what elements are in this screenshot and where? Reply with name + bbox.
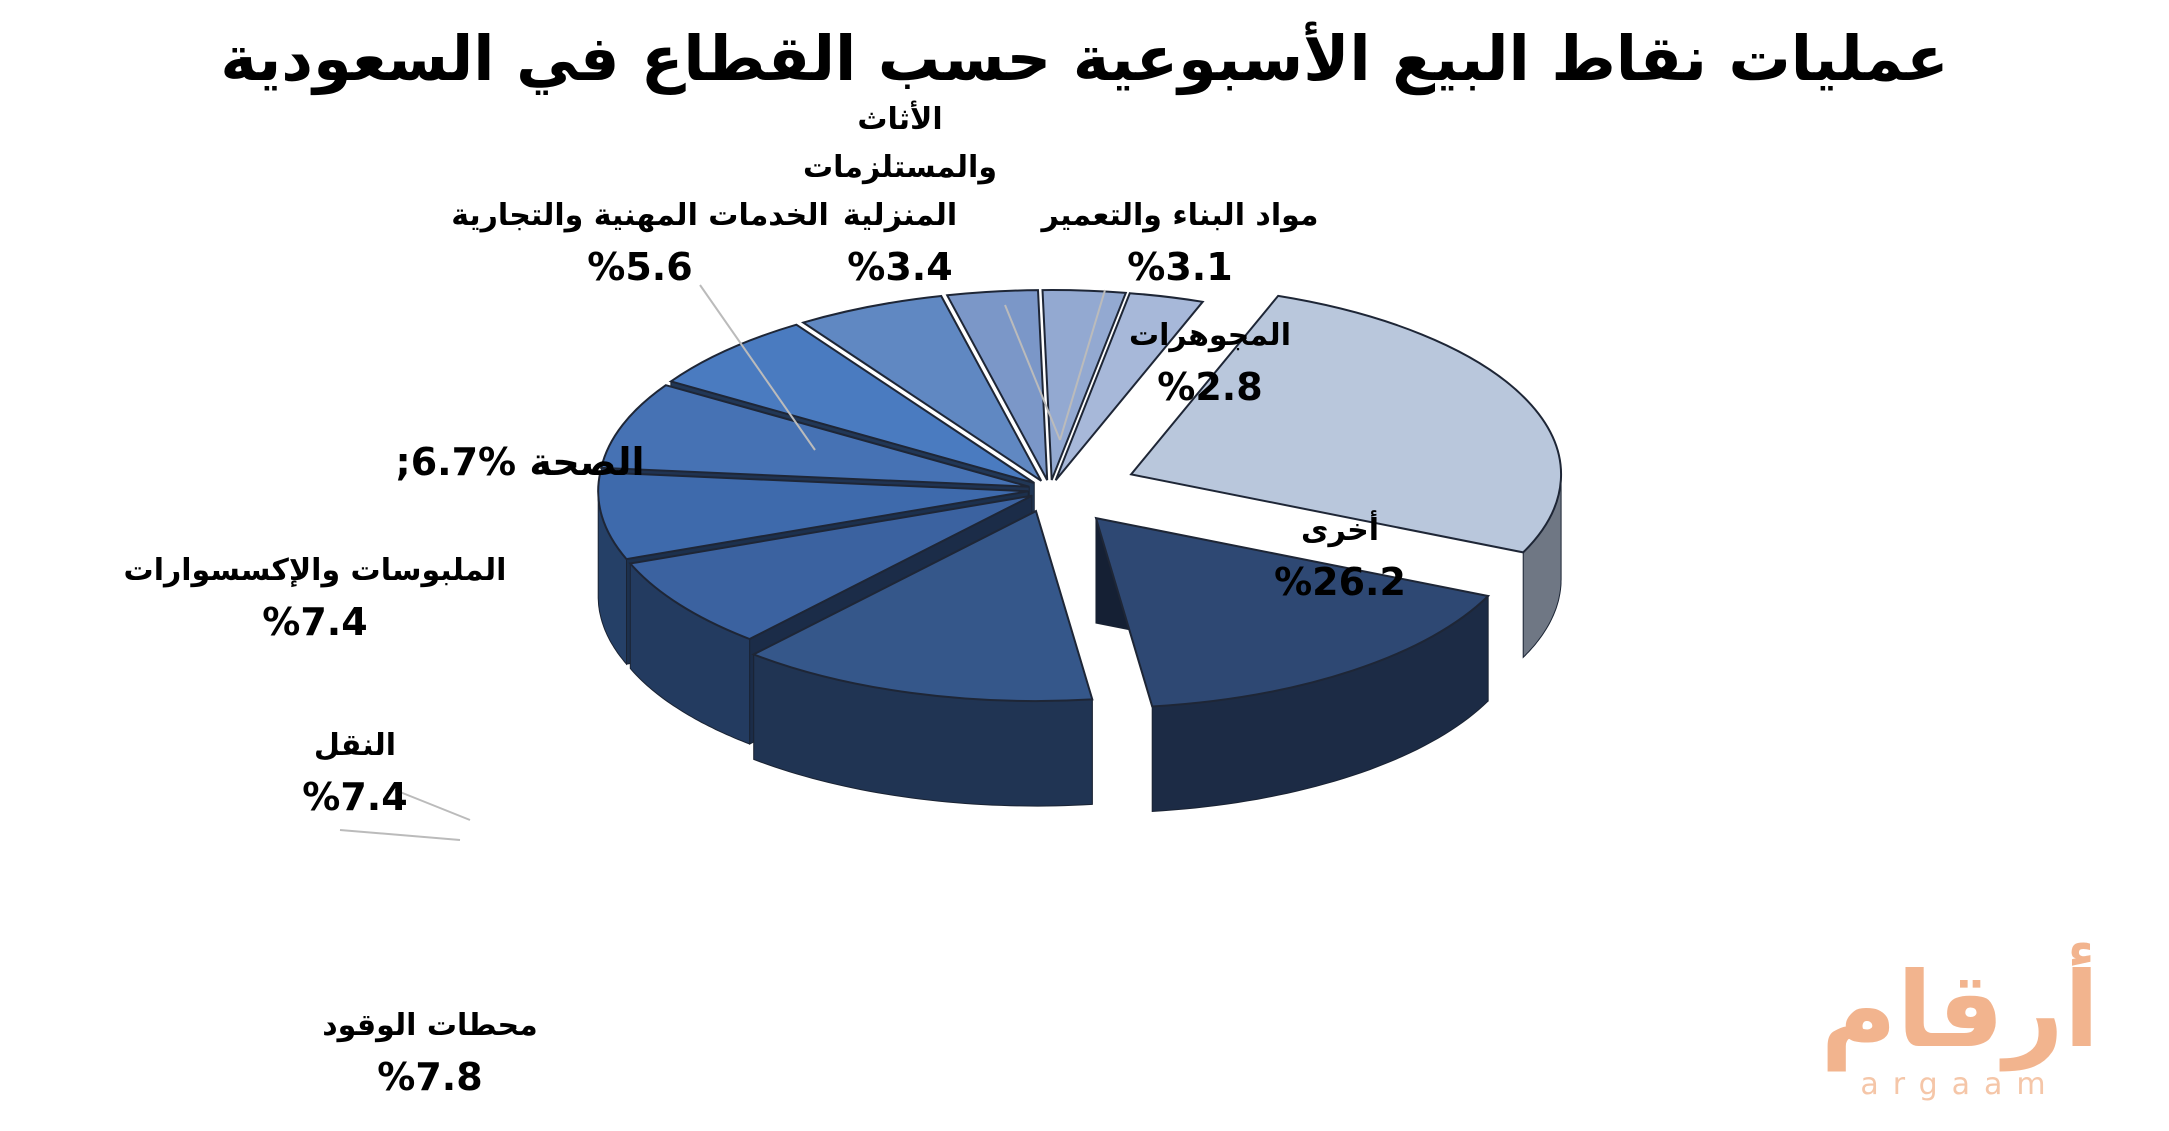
slice-top-6 bbox=[668, 323, 1035, 484]
slice-value-7: %5.6 bbox=[587, 245, 692, 289]
slice-value-9: %3.1 bbox=[1127, 245, 1232, 289]
chart-title: عمليات نقاط البيع الأسبوعية حسب القطاع ف… bbox=[220, 22, 1949, 95]
slice-name-1: الأطعمة والمشروبات bbox=[1196, 801, 1503, 838]
leader-line-9 bbox=[1059, 289, 1106, 441]
slice-name-0: أخرى bbox=[1301, 510, 1379, 548]
leader-line-7 bbox=[699, 284, 816, 451]
slice-label-4: النقل %7.4 bbox=[302, 728, 407, 819]
slice-value-0: %26.2 bbox=[1274, 560, 1406, 604]
slice-top-9 bbox=[1041, 289, 1128, 481]
slice-value-5: %7.4 bbox=[262, 600, 367, 644]
pie-top-layer bbox=[597, 289, 1562, 708]
slice-label-text-6: الصحة %6.7; bbox=[395, 440, 644, 484]
slice-top-7 bbox=[800, 294, 1043, 482]
slice-value-10: %2.8 bbox=[1157, 365, 1262, 409]
slice-top-1 bbox=[1094, 516, 1491, 708]
slice-name-7: الخدمات المهنية والتجارية bbox=[451, 198, 829, 233]
slice-name-5: الملبوسات والإكسسوارات bbox=[124, 553, 507, 588]
slice-label-3: محطات الوقود %7.8 bbox=[322, 1008, 537, 1099]
logo-latin-text: argaam bbox=[1860, 1067, 2060, 1102]
slice-label-2: المطاعم والمقاهي %13.5 bbox=[810, 863, 1091, 954]
slice-label-9: مواد البناء والتعمير %3.1 bbox=[1040, 198, 1319, 289]
slice-top-3 bbox=[628, 494, 1033, 641]
leader-line-3 bbox=[339, 829, 461, 841]
slice-name-8: المنزلية bbox=[843, 198, 957, 233]
leader-line-8 bbox=[1004, 304, 1061, 441]
slice-name-8: والمستلزمات bbox=[803, 150, 997, 185]
slice-label-10: المجوهرات %2.8 bbox=[1129, 318, 1291, 409]
slice-label-1: الأطعمة والمشروبات %16.2 bbox=[1196, 801, 1503, 894]
slice-value-3: %7.8 bbox=[377, 1055, 482, 1099]
slice-top-10 bbox=[1054, 292, 1205, 481]
slice-name-10: المجوهرات bbox=[1129, 318, 1291, 353]
slice-label-7: الخدمات المهنية والتجارية %5.6 bbox=[451, 198, 829, 289]
slice-name-2: المطاعم والمقاهي bbox=[810, 863, 1091, 898]
slice-name-3: محطات الوقود bbox=[322, 1008, 537, 1043]
slice-value-8: %3.4 bbox=[847, 245, 952, 289]
slice-top-8 bbox=[945, 289, 1049, 481]
slice-value-2: %13.5 bbox=[884, 910, 1016, 954]
slice-top-2 bbox=[751, 509, 1094, 703]
leader-line-4 bbox=[394, 789, 471, 821]
slice-label-8: الأثاث والمستلزمات المنزلية %3.4 bbox=[803, 100, 997, 289]
leader-lines bbox=[339, 284, 1106, 841]
slice-value-4: %7.4 bbox=[302, 775, 407, 819]
slice-top-0 bbox=[1129, 294, 1562, 554]
slice-value-1: %16.2 bbox=[1284, 850, 1416, 894]
logo-arabic-text: أرقام bbox=[1820, 949, 2100, 1071]
slice-label-6: الصحة %6.7; bbox=[395, 440, 644, 484]
slice-top-4 bbox=[597, 471, 1029, 561]
argaam-logo: أرقام argaam bbox=[1800, 950, 2120, 1120]
slice-name-8: الأثاث bbox=[857, 100, 942, 137]
slice-name-9: مواد البناء والتعمير bbox=[1040, 198, 1319, 233]
slice-label-0: أخرى %26.2 bbox=[1274, 510, 1406, 604]
slice-labels: أخرى %26.2 الأطعمة والمشروبات %16.2 المطاعم … bbox=[124, 100, 1504, 1099]
slice-name-4: النقل bbox=[314, 728, 396, 763]
slice-label-5: الملبوسات والإكسسوارات %7.4 bbox=[124, 553, 507, 644]
slice-top-5 bbox=[600, 384, 1030, 488]
